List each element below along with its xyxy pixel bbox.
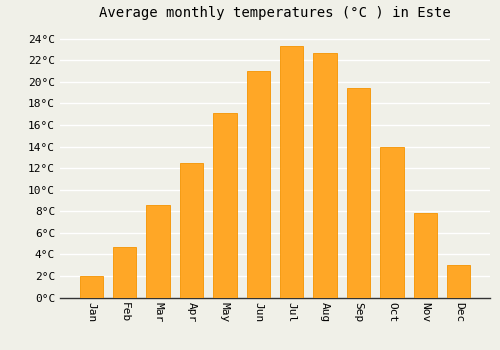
Bar [314, 53, 337, 298]
Title: Average monthly temperatures (°C ) in Este: Average monthly temperatures (°C ) in Es… [99, 6, 451, 20]
Bar [213, 113, 236, 297]
Bar [280, 46, 303, 298]
Bar [180, 163, 203, 298]
Bar [414, 214, 437, 298]
Bar [447, 265, 470, 298]
Bar [80, 276, 103, 298]
Bar [146, 205, 170, 298]
Bar [113, 247, 136, 298]
Bar [246, 71, 270, 298]
Bar [347, 88, 370, 298]
Bar [380, 147, 404, 298]
